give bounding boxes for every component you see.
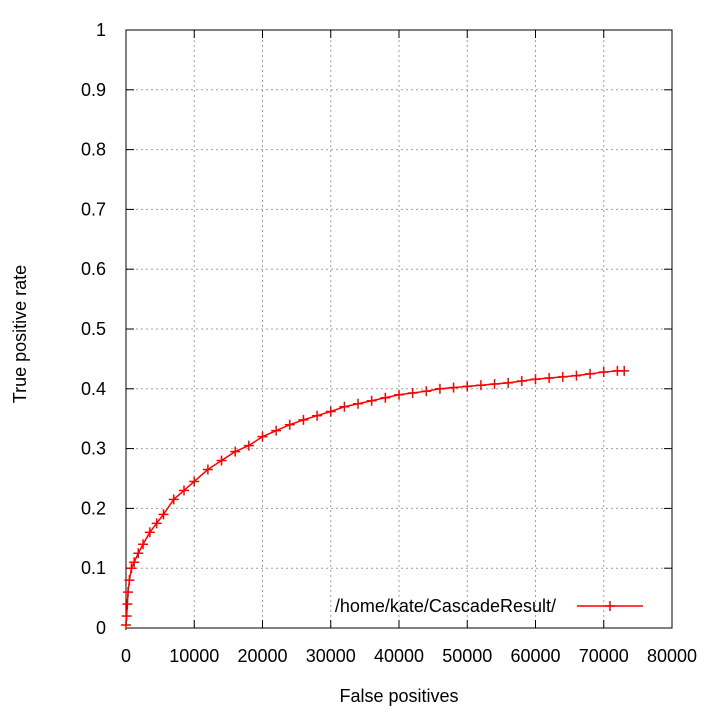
y-tick-label: 0.9	[81, 80, 106, 100]
data-point	[123, 587, 134, 598]
y-axis-title: True positive rate	[10, 265, 30, 403]
legend-marker	[605, 601, 615, 611]
y-tick-label: 0.2	[81, 498, 106, 518]
x-tick-label: 60000	[510, 646, 560, 666]
data-point	[216, 455, 227, 466]
data-point	[421, 386, 432, 397]
data-point	[271, 425, 282, 436]
data-point	[230, 446, 241, 457]
data-point	[503, 377, 514, 388]
y-tick-label: 0.3	[81, 439, 106, 459]
data-point	[298, 414, 309, 425]
x-tick-label: 40000	[374, 646, 424, 666]
data-point	[179, 485, 190, 496]
data-point	[448, 382, 459, 393]
data-point	[243, 440, 254, 451]
data-point	[151, 518, 162, 529]
y-tick-label: 0.4	[81, 379, 106, 399]
data-point	[168, 494, 179, 505]
x-tick-label: 80000	[647, 646, 697, 666]
x-tick-label: 30000	[306, 646, 356, 666]
data-point	[407, 387, 418, 398]
series-line	[125, 370, 625, 626]
data-point	[126, 563, 137, 574]
data-point	[189, 476, 200, 487]
data-point	[122, 599, 133, 610]
data-point	[144, 527, 155, 538]
axes: 0 10000 20000 30000 40000 50000 60000 70000 8000…	[81, 20, 697, 666]
x-tick-label: 50000	[442, 646, 492, 666]
data-point	[284, 419, 295, 430]
y-tick-label: 0.1	[81, 558, 106, 578]
data-point	[380, 392, 391, 403]
data-point	[312, 410, 323, 421]
x-tick-label: 0	[121, 646, 131, 666]
x-tick-label: 70000	[579, 646, 629, 666]
data-point	[257, 431, 268, 442]
data-point	[202, 464, 213, 475]
data-point	[598, 367, 609, 378]
x-tick-label: 10000	[169, 646, 219, 666]
y-tick-label: 0.6	[81, 259, 106, 279]
data-point	[129, 557, 140, 568]
y-tick-label: 0.8	[81, 140, 106, 160]
x-axis-title: False positives	[339, 686, 458, 706]
data-point	[434, 383, 445, 394]
y-tick-label: 0.5	[81, 319, 106, 339]
series-layer	[121, 365, 630, 631]
x-tick-label: 20000	[237, 646, 287, 666]
data-point	[585, 368, 596, 379]
data-point	[489, 379, 500, 390]
data-point	[366, 395, 377, 406]
data-point	[619, 365, 630, 376]
data-point	[475, 380, 486, 391]
data-point	[557, 371, 568, 382]
data-point	[124, 575, 135, 586]
data-point	[516, 376, 527, 387]
data-point	[138, 539, 149, 550]
data-point	[121, 620, 131, 631]
y-tick-label: 1	[96, 20, 106, 40]
y-tick-label: 0	[96, 618, 106, 638]
data-point	[544, 373, 555, 384]
data-point	[325, 406, 336, 417]
data-point	[158, 509, 169, 520]
legend-label: /home/kate/CascadeResult/	[335, 596, 556, 616]
data-point	[394, 389, 404, 400]
data-point	[571, 370, 582, 381]
data-point	[530, 374, 541, 385]
y-tick-label: 0.7	[81, 199, 106, 219]
data-point	[339, 401, 350, 412]
data-point	[121, 611, 132, 622]
legend: /home/kate/CascadeResult/	[335, 596, 643, 616]
grid	[126, 30, 672, 628]
data-point	[133, 548, 144, 559]
data-point	[353, 398, 364, 409]
data-point	[462, 381, 473, 392]
